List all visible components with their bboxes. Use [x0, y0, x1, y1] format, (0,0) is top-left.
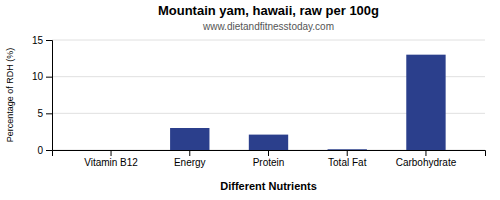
y-tick: 5 — [37, 108, 52, 119]
y-axis: 0 5 10 15 — [32, 35, 53, 156]
x-tick: Protein — [253, 150, 285, 168]
y-tick: 0 — [37, 145, 52, 156]
y-tick-label: 0 — [37, 145, 43, 156]
x-tick-label: Vitamin B12 — [84, 157, 138, 168]
y-tick-label: 5 — [37, 108, 43, 119]
x-tick: Carbohydrate — [396, 150, 457, 168]
y-tick-mark — [46, 113, 52, 114]
chart: 0 5 10 15 Vitamin B12 Energy Protein Total Fat C… — [0, 0, 500, 200]
y-tick-mark — [46, 77, 52, 78]
bars — [170, 55, 446, 150]
y-tick: 15 — [32, 35, 52, 46]
y-tick-label: 15 — [32, 35, 44, 46]
y-axis-title: Percentage of RDH (%) — [5, 48, 15, 143]
x-tick-mark — [268, 150, 269, 156]
bar — [249, 135, 288, 150]
x-tick-mark — [111, 150, 112, 156]
title: Mountain yam, hawaii, raw per 100g — [158, 3, 379, 18]
x-tick-label: Energy — [174, 157, 206, 168]
x-tick-mark — [425, 150, 426, 156]
x-tick: Total Fat — [328, 150, 367, 168]
subtitle: www.dietandfitnesstoday.com — [202, 21, 334, 32]
x-tick-label: Carbohydrate — [396, 157, 457, 168]
x-axis-title: Different Nutrients — [220, 180, 317, 192]
plot: 0 5 10 15 Vitamin B12 Energy Protein Total Fat C… — [32, 35, 486, 168]
x-tick-mark — [189, 150, 190, 156]
bar — [170, 128, 209, 150]
bar — [406, 55, 445, 150]
y-tick: 10 — [32, 71, 52, 82]
x-tick-label: Protein — [253, 157, 285, 168]
y-axis-line — [46, 41, 53, 151]
y-tick-label: 10 — [32, 71, 44, 82]
bar — [91, 150, 130, 151]
x-axis-line — [53, 151, 486, 157]
x-tick-label: Total Fat — [328, 157, 367, 168]
x-tick: Vitamin B12 — [84, 150, 138, 168]
y-tick-mark — [46, 150, 52, 151]
grid — [52, 40, 485, 150]
x-tick-mark — [347, 150, 348, 156]
x-axis: Vitamin B12 Energy Protein Total Fat Carbohy… — [53, 150, 486, 168]
bar — [328, 149, 367, 150]
grid-line — [52, 40, 485, 41]
x-tick: Energy — [174, 150, 206, 168]
y-tick-mark — [46, 40, 52, 41]
